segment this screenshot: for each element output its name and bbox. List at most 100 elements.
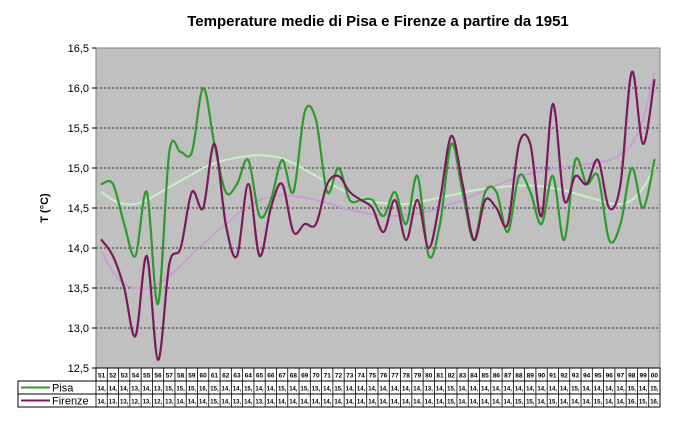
table-cell: 15, bbox=[594, 400, 603, 406]
table-cell: 13, bbox=[120, 400, 129, 406]
x-tick-label: 59 bbox=[188, 373, 196, 380]
x-tick-label: 87 bbox=[504, 373, 512, 380]
x-tick-label: 68 bbox=[290, 373, 298, 380]
x-tick-label: 56 bbox=[154, 373, 162, 380]
table-cell: 15, bbox=[176, 387, 185, 393]
series-line-firenze-trend bbox=[100, 71, 656, 290]
table-cell: 14, bbox=[481, 400, 490, 406]
table-cell: 14, bbox=[470, 400, 479, 406]
table-cell: 14, bbox=[402, 400, 411, 406]
x-tick-label: 66 bbox=[267, 373, 275, 380]
table-cell: 15, bbox=[301, 387, 310, 393]
table-cell: 14, bbox=[289, 387, 298, 393]
table-cell: 15, bbox=[447, 400, 456, 406]
table-cell: 14, bbox=[222, 387, 231, 393]
x-tick-label: 82 bbox=[448, 373, 456, 380]
table-cell: 14, bbox=[458, 400, 467, 406]
table-cell: 14, bbox=[391, 387, 400, 393]
table-cell: 14, bbox=[176, 400, 185, 406]
table-cell: 14, bbox=[334, 400, 343, 406]
table-cell: 14, bbox=[492, 400, 501, 406]
x-tick-label: 76 bbox=[380, 373, 388, 380]
table-cell: 14, bbox=[560, 387, 569, 393]
table-cell: 14, bbox=[312, 400, 321, 406]
table-cell: 14, bbox=[504, 400, 513, 406]
table-cell: 14, bbox=[537, 400, 546, 406]
x-tick-label: 75 bbox=[369, 373, 377, 380]
table-cell: 15, bbox=[312, 387, 321, 393]
table-cell: 14, bbox=[436, 400, 445, 406]
table-cell: 15, bbox=[334, 387, 343, 393]
table-cell: 14, bbox=[323, 387, 332, 393]
legend-entry: Firenze bbox=[52, 396, 89, 408]
table-cell: 14, bbox=[379, 387, 388, 393]
x-tick-label: 51 bbox=[98, 373, 106, 380]
x-tick-label: 71 bbox=[324, 373, 332, 380]
x-tick-label: 57 bbox=[166, 373, 174, 380]
table-cell: 14, bbox=[413, 387, 422, 393]
table-cell: 14, bbox=[143, 387, 152, 393]
table-cell: 14, bbox=[504, 387, 513, 393]
x-tick-label: 60 bbox=[200, 373, 208, 380]
x-tick-label: 90 bbox=[538, 373, 546, 380]
table-cell: 14, bbox=[402, 387, 411, 393]
table-cell: 13, bbox=[255, 400, 264, 406]
x-tick-label: 55 bbox=[143, 373, 151, 380]
x-tick-label: 67 bbox=[279, 373, 287, 380]
x-tick-label: 94 bbox=[583, 373, 591, 380]
chart-title: Temperature medie di Pisa e Firenze a pa… bbox=[187, 13, 569, 30]
series-lines bbox=[100, 70, 656, 362]
table-cell: 12, bbox=[131, 400, 140, 406]
x-tick-label: 52 bbox=[109, 373, 117, 380]
x-tick-label: 84 bbox=[470, 373, 478, 380]
table-cell: 14, bbox=[109, 387, 118, 393]
y-tick-label: 15,0 bbox=[68, 163, 89, 175]
table-cell: 14, bbox=[368, 387, 377, 393]
table-cell: 14, bbox=[571, 400, 580, 406]
table-cell: 14, bbox=[379, 400, 388, 406]
table-cell: 16, bbox=[628, 400, 637, 406]
table-cell: 14, bbox=[616, 387, 625, 393]
y-tick-label: 14,0 bbox=[68, 243, 89, 255]
table-cell: 14, bbox=[537, 387, 546, 393]
table-cell: 14, bbox=[605, 387, 614, 393]
table-cell: 14, bbox=[323, 400, 332, 406]
y-tick-label: 14,5 bbox=[68, 203, 89, 215]
x-tick-label: 89 bbox=[527, 373, 535, 380]
table-cell: 14, bbox=[255, 387, 264, 393]
x-tick-label: 85 bbox=[482, 373, 490, 380]
table-cell: 14, bbox=[222, 400, 231, 406]
y-tick-label: 16,0 bbox=[68, 83, 89, 95]
x-tick-label: 63 bbox=[233, 373, 241, 380]
table-cell: 14, bbox=[278, 400, 287, 406]
y-tick-label: 13,0 bbox=[68, 323, 89, 335]
table-cell: 13, bbox=[425, 387, 434, 393]
table-cell: 14, bbox=[549, 387, 558, 393]
series-line-firenze bbox=[100, 70, 656, 362]
x-tick-label: 65 bbox=[256, 373, 264, 380]
x-tick-label: 74 bbox=[357, 373, 365, 380]
table-cell: 14, bbox=[120, 387, 129, 393]
x-tick-label: 53 bbox=[121, 373, 129, 380]
x-tick-label: 58 bbox=[177, 373, 185, 380]
table-cell: 15, bbox=[188, 387, 197, 393]
table-cell: 15, bbox=[571, 387, 580, 393]
x-tick-label: 93 bbox=[572, 373, 580, 380]
x-tick-label: 70 bbox=[312, 373, 320, 380]
table-cell: 14, bbox=[616, 400, 625, 406]
table-cell: 14, bbox=[97, 400, 106, 406]
table-cell: 14, bbox=[368, 400, 377, 406]
x-tick-label: 79 bbox=[414, 373, 422, 380]
table-cell: 15, bbox=[278, 387, 287, 393]
table-cell: 13, bbox=[131, 387, 140, 393]
table-cell: 16, bbox=[650, 400, 659, 406]
x-tick-label: 69 bbox=[301, 373, 309, 380]
table-cell: 13, bbox=[233, 400, 242, 406]
table-cell: 13, bbox=[143, 400, 152, 406]
x-tick-label: 64 bbox=[245, 373, 253, 380]
x-tick-label: 96 bbox=[606, 373, 614, 380]
table-cell: 14, bbox=[583, 400, 592, 406]
table-cell: 14, bbox=[605, 400, 614, 406]
x-tick-label: 61 bbox=[211, 373, 219, 380]
